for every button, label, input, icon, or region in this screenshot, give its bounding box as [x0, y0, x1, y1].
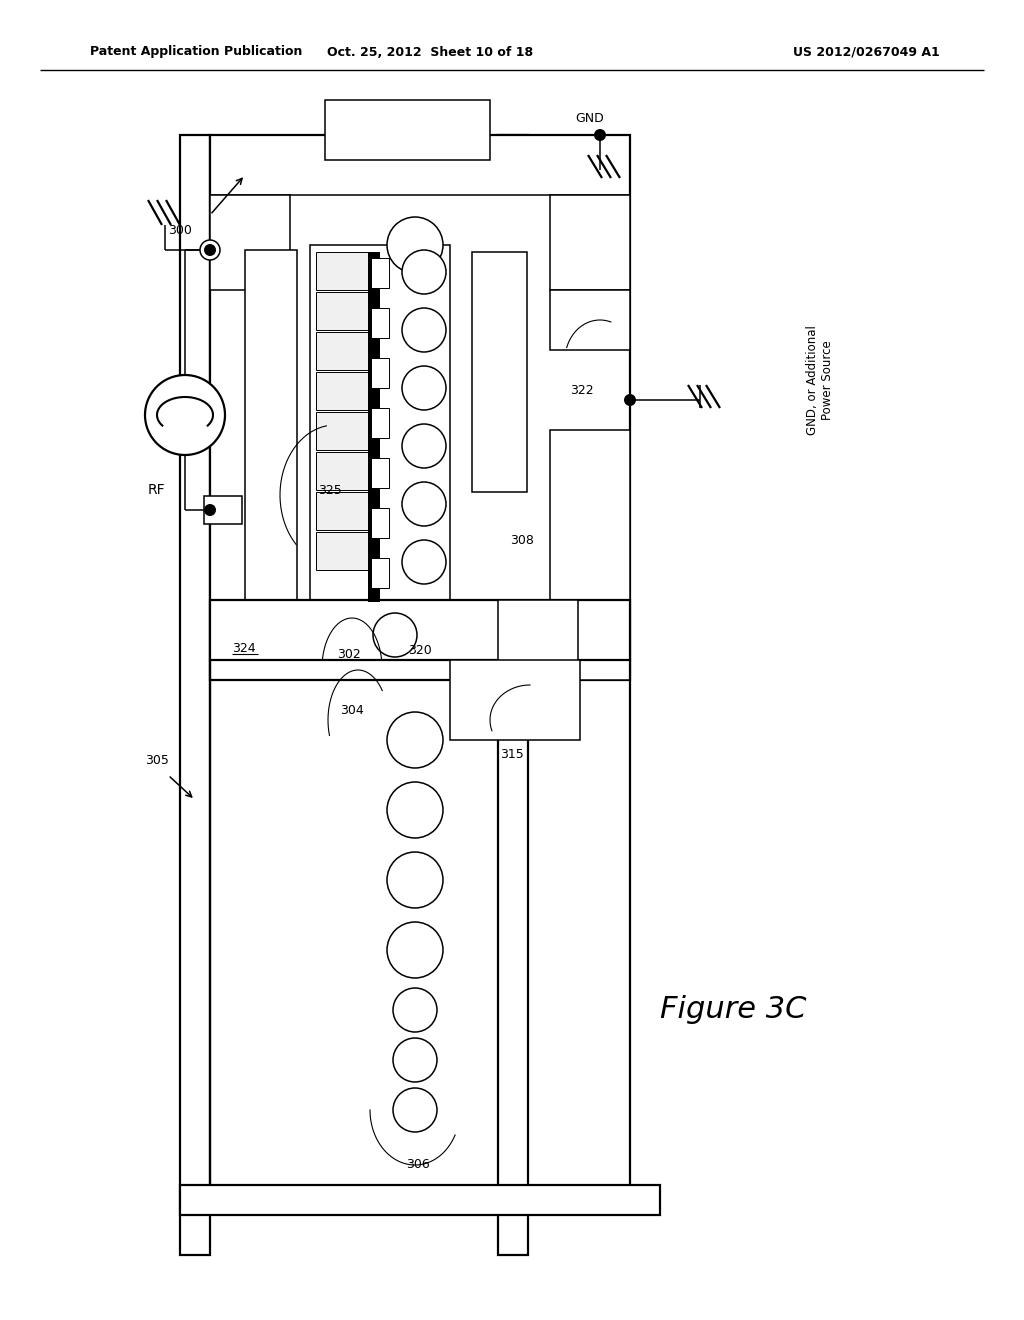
Bar [316, 451, 371, 490]
Bar [371, 458, 389, 488]
Bar [180, 135, 210, 1255]
Bar [371, 257, 389, 288]
Circle shape [402, 540, 446, 583]
Bar [316, 292, 371, 330]
Bar [316, 372, 371, 411]
Bar [210, 601, 630, 660]
Circle shape [387, 851, 443, 908]
Text: 315: 315 [500, 748, 523, 762]
Circle shape [373, 612, 417, 657]
Text: 304: 304 [340, 704, 364, 717]
Circle shape [594, 129, 606, 141]
Bar [371, 508, 389, 539]
Text: 324: 324 [232, 642, 256, 655]
Bar [368, 252, 380, 602]
Circle shape [387, 781, 443, 838]
Circle shape [402, 249, 446, 294]
Text: 325: 325 [318, 483, 342, 496]
Text: GND: GND [575, 111, 604, 124]
Text: 305: 305 [145, 754, 169, 767]
Circle shape [402, 366, 446, 411]
Circle shape [387, 216, 443, 273]
Circle shape [204, 504, 216, 516]
Circle shape [393, 987, 437, 1032]
Circle shape [402, 482, 446, 525]
Circle shape [402, 308, 446, 352]
Bar [498, 601, 578, 710]
Text: Oct. 25, 2012  Sheet 10 of 18: Oct. 25, 2012 Sheet 10 of 18 [327, 45, 534, 58]
Text: 302: 302 [337, 648, 360, 661]
Bar [316, 412, 371, 450]
Text: 320: 320 [408, 644, 432, 656]
Bar [371, 358, 389, 388]
Bar [316, 492, 371, 531]
Text: US 2012/0267049 A1: US 2012/0267049 A1 [794, 45, 940, 58]
Bar [371, 408, 389, 438]
Bar [316, 333, 371, 370]
Circle shape [387, 921, 443, 978]
Bar [316, 532, 371, 570]
Bar [204, 496, 242, 524]
Bar [450, 660, 580, 741]
Bar [498, 135, 528, 1255]
Bar [550, 601, 630, 680]
Bar [316, 252, 371, 290]
Bar [210, 195, 290, 290]
Text: 322: 322 [570, 384, 594, 396]
Bar [550, 195, 630, 290]
Circle shape [402, 424, 446, 469]
Circle shape [200, 240, 220, 260]
Bar [245, 249, 297, 610]
Text: 308: 308 [510, 533, 534, 546]
Bar [472, 252, 527, 492]
Bar [325, 100, 490, 160]
Bar [371, 308, 389, 338]
Bar [371, 558, 389, 587]
Bar [310, 246, 450, 605]
Text: GND, or Additional
Power Source: GND, or Additional Power Source [806, 325, 834, 434]
Text: RF: RF [148, 483, 166, 498]
Circle shape [393, 1038, 437, 1082]
Text: Figure 3C: Figure 3C [660, 995, 806, 1024]
Circle shape [145, 375, 225, 455]
Bar [180, 1185, 660, 1214]
Circle shape [393, 1088, 437, 1133]
Text: 306: 306 [406, 1159, 430, 1172]
Bar [550, 430, 630, 601]
Circle shape [387, 711, 443, 768]
Text: Patent Application Publication: Patent Application Publication [90, 45, 302, 58]
Text: 300: 300 [168, 223, 191, 236]
Circle shape [204, 244, 216, 256]
Circle shape [624, 393, 636, 407]
Bar [550, 290, 630, 350]
Bar [210, 135, 630, 680]
